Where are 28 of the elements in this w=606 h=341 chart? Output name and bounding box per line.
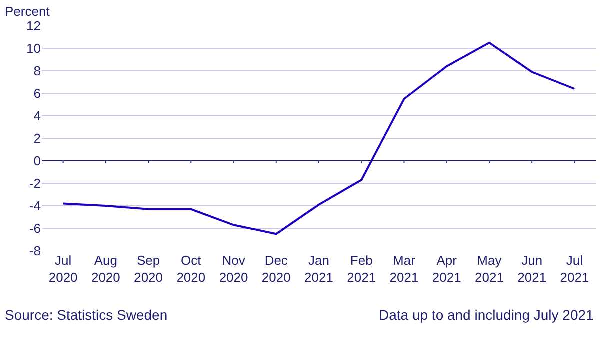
y-axis-title: Percent bbox=[5, 4, 50, 19]
x-tick-label: Dec 2020 bbox=[262, 253, 291, 285]
y-tick-label: 6 bbox=[34, 86, 41, 102]
source-note: Source: Statistics Sweden bbox=[5, 307, 168, 323]
y-tick-label: -4 bbox=[29, 198, 41, 214]
x-tick-label: Jun 2021 bbox=[518, 253, 547, 285]
y-tick-label: 12 bbox=[26, 18, 41, 34]
x-tick-label: Mar 2021 bbox=[390, 253, 419, 285]
x-tick-label: Feb 2021 bbox=[347, 253, 376, 285]
x-tick-label: Jan 2021 bbox=[304, 253, 334, 285]
x-tick-label: Aug 2020 bbox=[91, 253, 120, 285]
x-tick-label: Apr 2021 bbox=[432, 253, 462, 285]
y-tick-label: 4 bbox=[34, 108, 41, 124]
y-tick-label: 8 bbox=[34, 64, 41, 79]
y-tick-label: 10 bbox=[26, 41, 41, 56]
x-tick-label: Jul 2020 bbox=[48, 253, 78, 285]
x-tick-label: Nov 2020 bbox=[219, 253, 248, 285]
x-tick-label: May 2021 bbox=[475, 253, 504, 285]
x-tick-label: Jul 2021 bbox=[560, 253, 590, 285]
line-series bbox=[62, 42, 576, 236]
x-tick-label: Oct 2020 bbox=[176, 253, 206, 285]
text: Data up to and including July 2021 bbox=[379, 307, 594, 323]
y-tick-label: -8 bbox=[29, 244, 41, 259]
y-tick-label: -2 bbox=[29, 176, 41, 192]
y-tick-label: 2 bbox=[34, 131, 41, 146]
y-tick-label: -6 bbox=[29, 221, 41, 236]
y-tick-label: 0 bbox=[34, 154, 41, 169]
x-tick-label: Sep 2020 bbox=[134, 253, 163, 285]
